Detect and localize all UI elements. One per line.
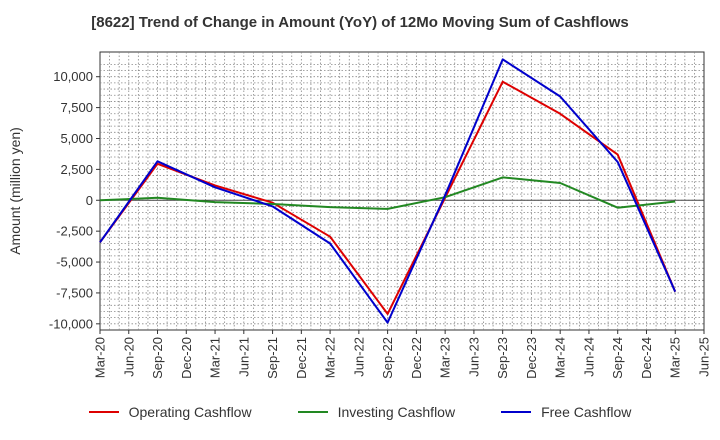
x-tick-label: Sep-23	[495, 337, 510, 379]
legend: Operating Cashflow Investing Cashflow Free…	[0, 404, 720, 420]
legend-item-free-cashflow: Free Cashflow	[501, 404, 631, 420]
x-tick-label: Jun-24	[582, 337, 597, 377]
x-tick-label: Jun-25	[697, 337, 712, 377]
x-tick-label: Jun-20	[121, 337, 136, 377]
y-tick-label: 10,000	[53, 69, 93, 84]
x-tick-label: Jun-22	[351, 337, 366, 377]
legend-swatch	[297, 411, 328, 413]
legend-swatch	[501, 411, 532, 413]
x-tick-label: Mar-25	[668, 337, 683, 378]
y-tick-label: -7,500	[56, 285, 93, 300]
x-tick-label: Sep-22	[380, 337, 395, 379]
x-tick-label: Sep-24	[610, 337, 625, 379]
legend-label: Free Cashflow	[541, 404, 632, 420]
chart-title: [8622] Trend of Change in Amount (YoY) o…	[91, 14, 629, 31]
series-line-investing-cashflow	[99, 176, 676, 210]
x-tick-label: Mar-22	[323, 337, 338, 378]
x-tick-label: Mar-24	[553, 337, 568, 378]
y-tick-label: 0	[86, 193, 93, 208]
legend-label: Investing Cashflow	[337, 404, 456, 420]
x-tick-label: Dec-22	[409, 337, 424, 379]
x-tick-label: Dec-23	[524, 337, 539, 379]
legend-item-investing-cashflow: Investing Cashflow	[297, 404, 456, 420]
x-tick-label: Mar-20	[93, 337, 108, 378]
y-tick-label: -10,000	[49, 316, 93, 331]
series-line-free-cashflow	[99, 58, 677, 324]
x-tick-label: Mar-23	[438, 337, 453, 378]
legend-swatch	[88, 411, 119, 413]
x-tick-label: Sep-21	[265, 337, 280, 379]
y-tick-label: 5,000	[60, 131, 93, 146]
x-tick-label: Jun-23	[466, 337, 481, 377]
x-tick-label: Sep-20	[150, 337, 165, 379]
y-tick-label: -2,500	[56, 224, 93, 239]
x-tick-label: Dec-21	[294, 337, 309, 379]
x-tick-label: Mar-21	[208, 337, 223, 378]
y-axis-label: Amount (million yen)	[7, 127, 23, 255]
x-tick-label: Dec-24	[639, 337, 654, 379]
legend-label: Operating Cashflow	[128, 404, 252, 420]
y-tick-label: -5,000	[56, 255, 93, 270]
legend-item-operating-cashflow: Operating Cashflow	[88, 404, 252, 420]
x-tick-label: Jun-21	[236, 337, 251, 377]
y-tick-label: 2,500	[60, 162, 93, 177]
x-tick-label: Dec-20	[179, 337, 194, 379]
y-tick-label: 7,500	[60, 100, 93, 115]
